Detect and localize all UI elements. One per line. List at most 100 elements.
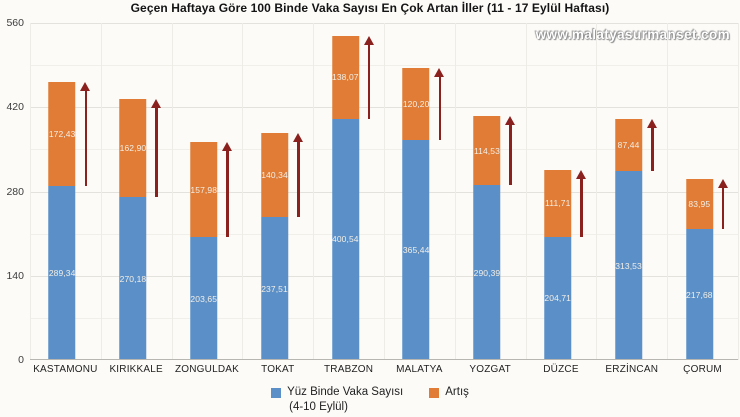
segment-value-label: 217,68 [686, 289, 713, 300]
bar-group: 114,53 290,39 [455, 23, 526, 360]
arrow-shaft [367, 42, 371, 119]
segment-value-label: 313,53 [615, 260, 642, 271]
bar-segment-base: 270,18 [119, 197, 147, 360]
stacked-bar: 157,98 203,65 [190, 142, 218, 360]
bar-segment-increase: 111,71 [544, 169, 572, 237]
arrow-shaft [721, 185, 725, 230]
bar-segment-base: 237,51 [261, 217, 289, 360]
x-axis-labels: KASTAMONU KIRIKKALE ZONGULDAK TOKAT TRABZON M… [30, 364, 738, 375]
vertical-gridline [30, 23, 31, 360]
arrow-head [717, 178, 728, 188]
segment-value-label: 289,34 [48, 267, 76, 278]
arrow-shaft [438, 74, 442, 141]
bar-segment-base: 365,44 [402, 140, 430, 360]
bar-group: 172,43 289,34 [30, 23, 101, 360]
y-axis-tick-label: 420 [6, 101, 24, 114]
arrow-head [646, 118, 657, 128]
arrow-shaft [226, 149, 229, 238]
vertical-gridline [738, 23, 739, 360]
vertical-gridline [525, 23, 527, 360]
segment-value-label: 157,98 [190, 184, 218, 195]
vertical-gridline [100, 23, 102, 360]
segment-value-label: 204,71 [544, 293, 572, 304]
arrow-head [151, 99, 162, 109]
bar-segment-base: 217,68 [685, 229, 713, 360]
vertical-gridline [171, 23, 173, 360]
stacked-bar: 162,90 270,18 [119, 99, 147, 360]
bar-segment-increase: 138,07 [331, 35, 359, 119]
segment-value-label: 270,18 [119, 273, 147, 284]
stacked-bar: 83,95 217,68 [685, 178, 713, 360]
vertical-gridline [242, 23, 244, 360]
x-axis-line [30, 359, 738, 360]
bar-segment-increase: 114,53 [473, 116, 501, 186]
x-axis-label: YOZGAT [469, 364, 511, 375]
bars-layer: 172,43 289,34 162,90 270,18 157,98 203,65 140,… [30, 23, 738, 360]
segment-value-label: 83,95 [688, 198, 711, 209]
increase-arrow-icon [717, 178, 729, 230]
bar-group: 111,71 204,71 [526, 23, 597, 360]
bar-group: 87,44 313,53 [596, 23, 667, 360]
segment-value-label: 400,54 [332, 234, 359, 245]
arrow-head [292, 132, 303, 142]
stacked-bar: 114,53 290,39 [473, 116, 501, 360]
x-axis-label: DÜZCE [543, 364, 579, 375]
segment-value-label: 87,44 [617, 140, 640, 151]
arrow-head [221, 142, 232, 152]
increase-arrow-icon [646, 118, 658, 172]
bar-segment-increase: 140,34 [261, 132, 289, 218]
legend-label-cases: Yüz Binde Vaka Sayısı [287, 386, 404, 398]
y-axis-tick-label: 140 [6, 269, 24, 282]
arrow-shaft [297, 139, 300, 218]
x-axis-label: KASTAMONU [33, 364, 98, 375]
arrow-head [434, 67, 445, 77]
bar-group: 162,90 270,18 [101, 23, 172, 360]
chart-title: Geçen Haftaya Göre 100 Binde Vaka Sayısı… [130, 1, 610, 15]
legend-sublabel-cases: (4-10 Eylül) [289, 401, 348, 413]
stacked-bar: 87,44 313,53 [615, 118, 643, 360]
segment-value-label: 172,43 [48, 129, 76, 139]
bar-segment-base: 313,53 [615, 171, 643, 360]
vertical-gridline [667, 23, 669, 360]
arrow-shaft [509, 123, 512, 186]
increase-arrow-icon [434, 67, 445, 141]
legend-label-increase: Artış [445, 386, 469, 398]
x-axis-label: ZONGULDAK [174, 364, 240, 375]
bar-group: 138,07 400,54 [313, 23, 384, 360]
vertical-gridline [596, 23, 598, 360]
increase-arrow-icon [505, 116, 516, 186]
segment-value-label: 120,20 [402, 98, 430, 109]
stacked-bar: 138,07 400,54 [331, 35, 359, 360]
bar-segment-increase: 120,20 [402, 67, 430, 141]
watermark: www.malatyasurmanset.com [535, 27, 730, 42]
segment-value-label: 162,90 [119, 143, 147, 154]
segment-value-label: 237,51 [261, 283, 288, 294]
segment-value-label: 138,07 [332, 72, 359, 83]
increase-arrow-icon [575, 169, 587, 237]
segment-value-label: 203,65 [190, 293, 218, 304]
stacked-bar: 172,43 289,34 [48, 82, 76, 360]
bar-group: 120,20 365,44 [384, 23, 455, 360]
bar-segment-base: 400,54 [331, 118, 359, 360]
legend-item-increase: Artış [429, 385, 469, 400]
x-axis-label: TOKAT [261, 364, 295, 375]
increase-arrow-icon [363, 35, 375, 119]
arrow-head [80, 82, 91, 92]
x-axis-label: ERZİNCAN [605, 364, 659, 375]
bar-group: 157,98 203,65 [172, 23, 243, 360]
increase-arrow-icon [221, 142, 233, 238]
bar-segment-increase: 83,95 [685, 178, 713, 230]
legend-swatch-cases-icon [271, 388, 282, 398]
plot-area: 172,43 289,34 162,90 270,18 157,98 203,65 140,… [30, 23, 739, 360]
y-axis: 0 140 280 420 560 [0, 17, 26, 366]
bar-segment-base: 289,34 [48, 185, 76, 360]
increase-arrow-icon [80, 82, 91, 186]
x-axis-label: MALATYA [396, 364, 443, 375]
segment-value-label: 111,71 [545, 198, 571, 209]
bar-segment-base: 290,39 [473, 185, 501, 360]
stacked-bar: 120,20 365,44 [402, 67, 430, 360]
bar-segment-base: 203,65 [190, 237, 218, 360]
x-axis-label: ÇORUM [683, 364, 722, 375]
x-axis-label: KIRIKKALE [109, 364, 163, 375]
